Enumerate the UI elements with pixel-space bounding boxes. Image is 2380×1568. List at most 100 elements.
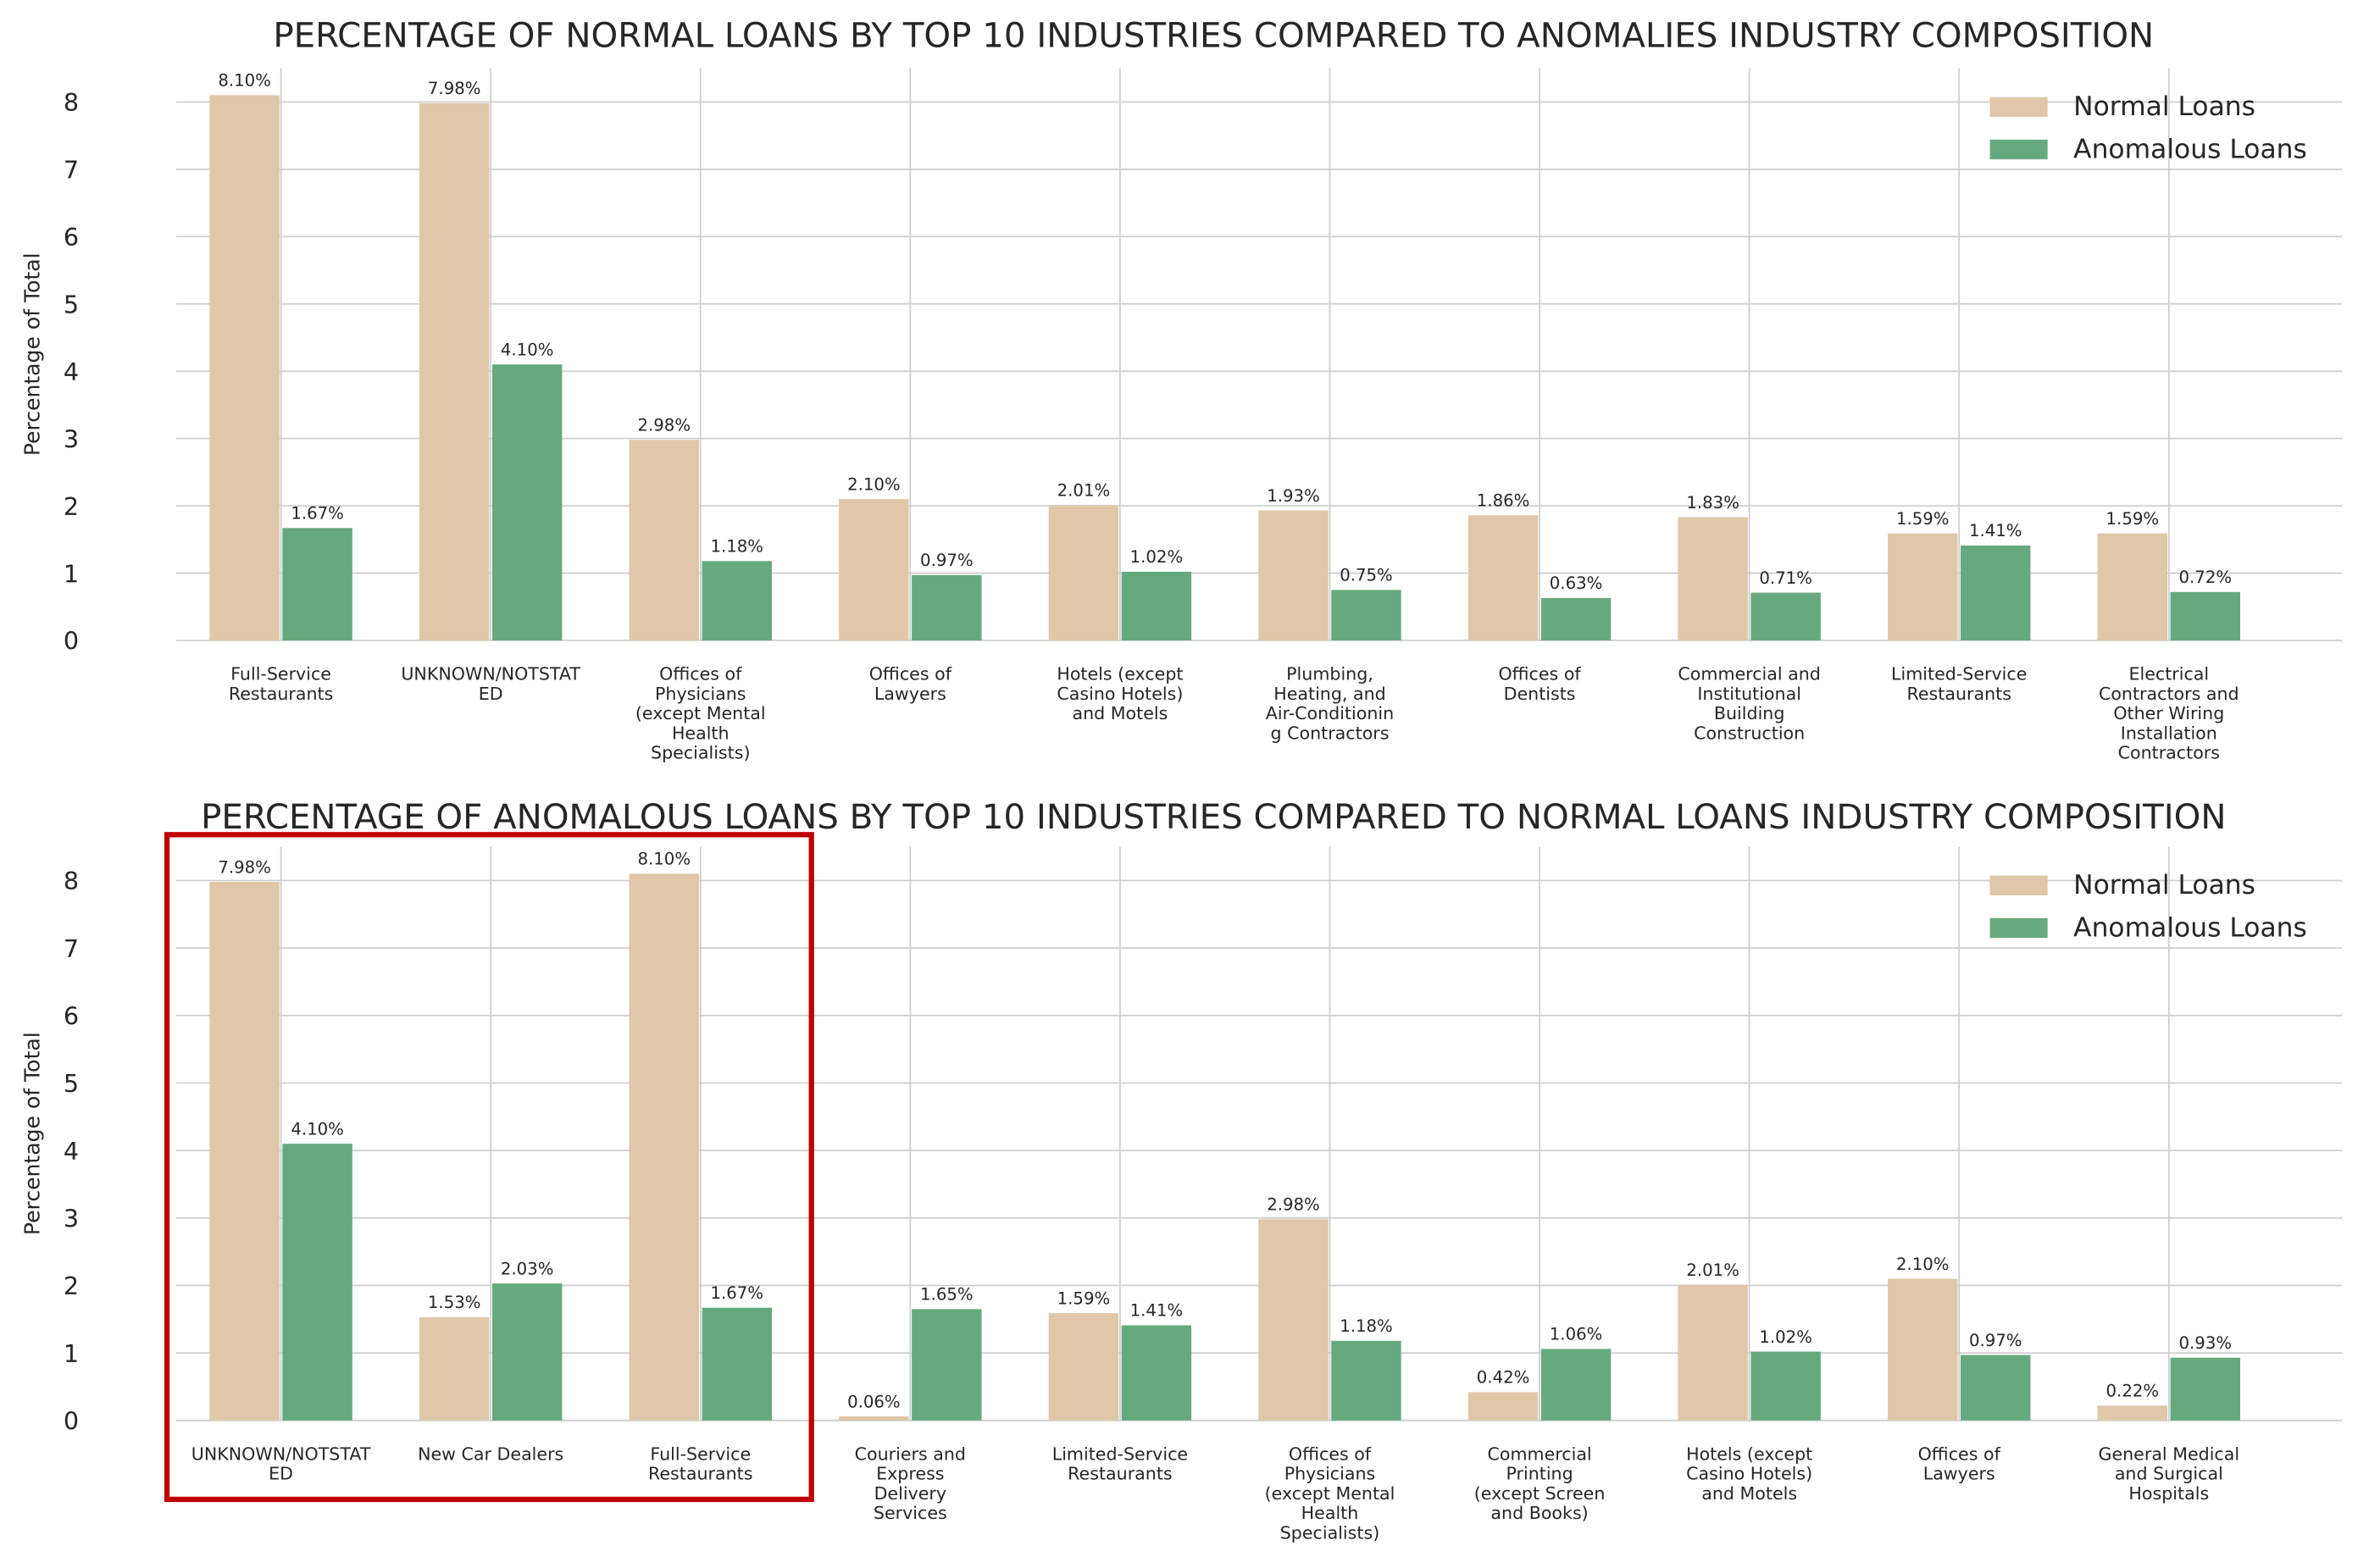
data-label: 2.98% xyxy=(637,415,691,435)
x-tick-label: General Medical and Surgical Hospitals xyxy=(2099,1443,2240,1504)
data-label: 1.06% xyxy=(1550,1325,1603,1344)
bar xyxy=(1258,510,1329,640)
data-label: 0.22% xyxy=(2106,1382,2160,1401)
x-tick-label: Commercial Printing (except Screen and Book… xyxy=(1474,1443,1606,1523)
bar xyxy=(629,873,699,1421)
data-label: 1.02% xyxy=(1130,547,1184,567)
x-tick-label: Limited-Service Restaurants xyxy=(1052,1443,1188,1483)
data-label: 0.72% xyxy=(2179,568,2233,587)
y-tick-label: 8 xyxy=(64,88,79,117)
bar xyxy=(419,103,490,640)
bar xyxy=(419,1316,490,1421)
bar xyxy=(2097,533,2168,640)
x-tick-label: Full-Service Restaurants xyxy=(648,1443,752,1483)
x-tick-label: Plumbing, Heating, and Air-Conditionin g Co… xyxy=(1266,664,1394,744)
legend-label: Anomalous Loans xyxy=(2073,134,2307,164)
bar xyxy=(1258,1219,1329,1421)
y-tick-label: 1 xyxy=(64,1339,79,1368)
data-label: 2.03% xyxy=(501,1259,554,1278)
bar xyxy=(209,95,280,640)
data-label: 7.98% xyxy=(428,79,481,98)
bar xyxy=(1331,590,1401,640)
data-label: 1.59% xyxy=(2106,509,2160,529)
chart-title: PERCENTAGE OF NORMAL LOANS BY TOP 10 IND… xyxy=(273,16,2154,56)
y-tick-label: 2 xyxy=(64,492,79,521)
bar xyxy=(2170,1357,2241,1421)
y-tick-label: 7 xyxy=(64,156,79,185)
data-label: 1.86% xyxy=(1477,490,1530,510)
y-tick-label: 4 xyxy=(64,357,79,386)
data-label: 1.65% xyxy=(920,1285,974,1305)
bar xyxy=(1678,1284,1748,1421)
bar xyxy=(1888,533,1958,640)
data-label: 7.98% xyxy=(218,857,271,877)
bar xyxy=(491,1283,563,1421)
bar xyxy=(2170,591,2241,640)
data-label: 8.10% xyxy=(637,850,691,869)
x-tick-label: Hotels (except Casino Hotels) and Motels xyxy=(1686,1443,1812,1504)
bar xyxy=(912,1309,982,1421)
data-label: 2.01% xyxy=(1686,1260,1739,1280)
bar xyxy=(282,528,352,640)
bar xyxy=(629,440,699,640)
data-label: 1.59% xyxy=(1057,1288,1111,1308)
data-label: 0.71% xyxy=(1759,568,1812,588)
x-tick-label: Full-Service Restaurants xyxy=(229,664,333,704)
x-tick-label: Hotels (except Casino Hotels) and Motels xyxy=(1057,664,1183,724)
x-tick-label: Offices of Physicians (except Mental Health… xyxy=(635,664,766,763)
data-label: 0.06% xyxy=(847,1392,901,1411)
x-tick-label: UNKNOWN/NOTSTAT ED xyxy=(401,664,580,704)
y-tick-label: 6 xyxy=(64,1002,79,1031)
bar xyxy=(1750,1351,1821,1421)
bar xyxy=(1961,545,2031,640)
y-axis-label: Percentage of Total xyxy=(20,252,45,456)
data-label: 0.97% xyxy=(1969,1331,2022,1350)
y-tick-label: 0 xyxy=(64,627,79,656)
x-tick-label: Limited-Service Restaurants xyxy=(1891,664,2027,704)
data-label: 1.02% xyxy=(1759,1327,1812,1347)
bar xyxy=(1888,1278,1958,1421)
bar xyxy=(2097,1405,2168,1421)
bar xyxy=(282,1144,352,1421)
legend-swatch xyxy=(1989,875,2048,895)
y-axis-label: Percentage of Total xyxy=(20,1032,45,1235)
bar xyxy=(491,364,563,640)
y-tick-label: 1 xyxy=(64,559,79,588)
x-tick-label: Offices of Lawyers xyxy=(1918,1443,2001,1483)
bar xyxy=(839,1416,909,1421)
y-tick-label: 5 xyxy=(64,290,79,319)
data-label: 0.42% xyxy=(1477,1368,1530,1388)
y-tick-label: 8 xyxy=(64,867,79,895)
y-tick-label: 4 xyxy=(64,1137,79,1166)
bar xyxy=(1750,592,1821,640)
chart-title: PERCENTAGE OF ANOMALOUS LOANS BY TOP 10 … xyxy=(201,797,2226,837)
data-label: 1.67% xyxy=(291,504,344,524)
legend-swatch xyxy=(1989,139,2048,160)
data-label: 1.18% xyxy=(710,536,763,556)
legend-swatch xyxy=(1989,917,2048,939)
data-label: 1.41% xyxy=(1969,521,2022,540)
bar xyxy=(1961,1355,2031,1421)
data-label: 0.63% xyxy=(1550,573,1603,593)
x-tick-label: New Car Dealers xyxy=(418,1443,563,1464)
legend-swatch xyxy=(1989,97,2048,117)
data-label: 4.10% xyxy=(501,340,554,359)
legend-label: Normal Loans xyxy=(2073,870,2255,900)
data-label: 2.10% xyxy=(1896,1255,1950,1274)
highlight-box xyxy=(164,832,814,1503)
data-label: 1.59% xyxy=(1896,509,1950,529)
y-tick-label: 0 xyxy=(64,1407,79,1436)
bar xyxy=(1048,1313,1119,1421)
bar xyxy=(839,499,909,640)
bar xyxy=(912,574,982,640)
bar xyxy=(702,561,772,640)
data-label: 2.98% xyxy=(1267,1195,1320,1215)
x-tick-label: Electrical Contractors and Other Wiring Ins… xyxy=(2099,664,2239,763)
legend-label: Normal Loans xyxy=(2073,91,2255,122)
legend-label: Anomalous Loans xyxy=(2073,912,2307,943)
y-tick-label: 6 xyxy=(64,223,79,252)
data-label: 0.97% xyxy=(920,551,974,570)
data-label: 0.75% xyxy=(1340,566,1393,585)
y-tick-label: 3 xyxy=(64,424,79,453)
